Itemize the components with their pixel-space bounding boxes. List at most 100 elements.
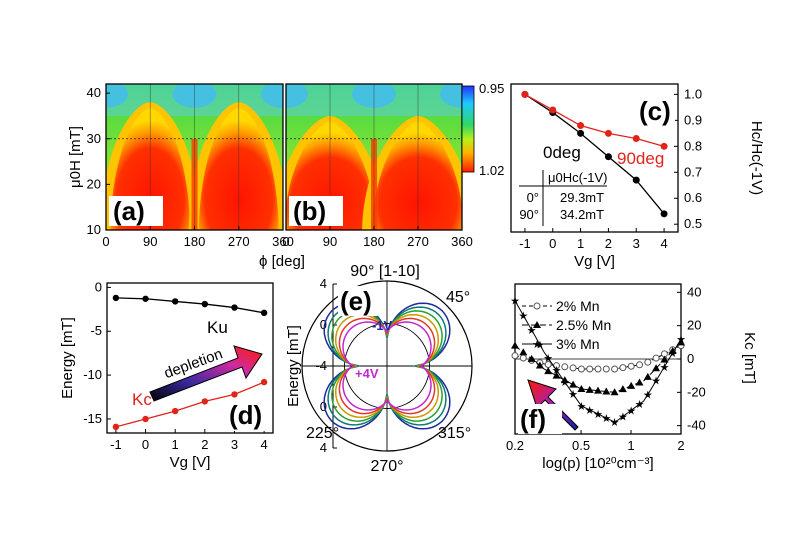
data-point xyxy=(142,415,149,423)
x-tick-label: -1 xyxy=(110,437,122,452)
panel-label-bg xyxy=(289,196,343,226)
angle-label-315: 315° xyxy=(438,425,471,442)
data-point xyxy=(577,385,586,393)
data-point xyxy=(577,129,585,137)
y-tick-label: -5 xyxy=(90,323,102,338)
data-point xyxy=(644,358,652,366)
x-axis-label: Vg [V] xyxy=(170,454,211,471)
data-point xyxy=(660,210,668,218)
y-tick-label: 4 xyxy=(320,276,327,291)
data-point: ★ xyxy=(618,411,628,423)
panel-label: (b) xyxy=(293,196,326,226)
annotation-plus4V: +4V xyxy=(355,366,379,381)
y-axis-label: Energy [mT] xyxy=(59,317,76,399)
panel-label-bg xyxy=(637,97,675,127)
x-tick-label: 360 xyxy=(451,234,473,249)
data-point: ★ xyxy=(610,417,620,429)
y-tick-label: 10 xyxy=(87,222,101,237)
data-point xyxy=(643,372,652,380)
angle-label-225: 225° xyxy=(306,425,339,442)
x-tick-label: 0.2 xyxy=(506,438,524,453)
x-tick-label: 90 xyxy=(143,234,157,249)
data-point xyxy=(652,354,660,362)
x-axis-label: ϕ [deg] xyxy=(259,253,305,270)
data-point: ★ xyxy=(568,389,578,401)
y-tick-label: 0.9 xyxy=(684,112,702,127)
x-tick-label: -1 xyxy=(519,236,531,251)
data-point: ★ xyxy=(668,348,678,360)
data-point xyxy=(231,391,238,398)
data-point: ★ xyxy=(576,401,586,413)
data-point xyxy=(610,388,619,396)
table-cell: 90° xyxy=(519,207,539,222)
x-tick-label: 1 xyxy=(627,438,634,453)
data-point xyxy=(618,385,627,393)
data-point xyxy=(668,346,677,354)
legend-label: 3% Mn xyxy=(556,336,600,352)
panel-label-bg xyxy=(338,286,382,316)
data-point: ★ xyxy=(635,399,645,411)
x-tick-label: 270 xyxy=(228,234,250,249)
panel-label: (a) xyxy=(113,196,145,226)
series-line-0deg xyxy=(524,93,665,215)
y-tick-label: 0.7 xyxy=(684,164,702,179)
data-point xyxy=(521,90,529,98)
x-tick-label: 4 xyxy=(660,236,667,251)
data-point: ★ xyxy=(535,340,545,352)
data-point: ★ xyxy=(585,405,595,417)
x-tick-label: 90 xyxy=(323,234,337,249)
legend-marker xyxy=(533,302,541,310)
angle-label-90: 90° [1-10] xyxy=(350,263,420,280)
x-tick-label: 2 xyxy=(605,236,612,251)
polar-curve xyxy=(342,321,432,411)
data-point xyxy=(231,304,238,311)
data-point xyxy=(519,348,528,356)
x-tick-label: 180 xyxy=(363,234,385,249)
series-line-Ku xyxy=(115,297,265,314)
series-line-90deg xyxy=(524,93,665,147)
data-point xyxy=(201,398,209,405)
data-point xyxy=(112,423,120,431)
data-point xyxy=(660,355,669,363)
data-point xyxy=(594,365,602,373)
data-point xyxy=(602,365,610,373)
y-tick-label: 0.6 xyxy=(684,190,702,205)
x-axis-label: Vg [V] xyxy=(574,253,615,270)
series-label-90deg: 90deg xyxy=(617,149,664,168)
panel-label: (e) xyxy=(340,286,372,316)
data-point xyxy=(569,364,577,372)
data-point xyxy=(519,354,527,362)
data-point xyxy=(619,364,627,372)
x-tick-label: 180 xyxy=(184,234,206,249)
data-point xyxy=(544,367,553,375)
y-axis-label: Kc [mT] xyxy=(741,332,758,384)
data-point xyxy=(569,380,578,388)
data-point xyxy=(552,371,561,379)
heatmap-blue-blob xyxy=(286,84,308,108)
data-point xyxy=(677,338,685,346)
x-tick-label: 1 xyxy=(577,236,584,251)
y-tick-label: -40 xyxy=(687,418,706,433)
data-point xyxy=(636,361,643,369)
data-point: ★ xyxy=(510,296,520,308)
series-label-0deg: 0deg xyxy=(543,143,581,162)
y-tick-label: -4 xyxy=(315,358,327,373)
y-tick-label: 4 xyxy=(320,440,327,455)
data-point xyxy=(585,385,594,393)
data-point xyxy=(594,386,602,394)
legend-label: 2.5% Mn xyxy=(556,317,611,333)
data-point xyxy=(577,122,585,130)
heatmap-lobe xyxy=(372,121,462,230)
angle-label-270: 270° xyxy=(370,458,403,475)
heatmap-blue-blob xyxy=(440,84,462,108)
data-point: ★ xyxy=(626,405,636,417)
y-axis-label: Hc/Hc(-1V) xyxy=(748,121,765,195)
panel-label-bg xyxy=(227,399,271,431)
data-point xyxy=(627,362,635,370)
data-point xyxy=(632,135,640,143)
y-tick-label: 40 xyxy=(87,85,101,100)
plot-frame-d xyxy=(106,282,274,434)
colorbar xyxy=(461,85,475,173)
y-tick-label: 0.8 xyxy=(684,138,702,153)
data-point xyxy=(635,378,644,386)
